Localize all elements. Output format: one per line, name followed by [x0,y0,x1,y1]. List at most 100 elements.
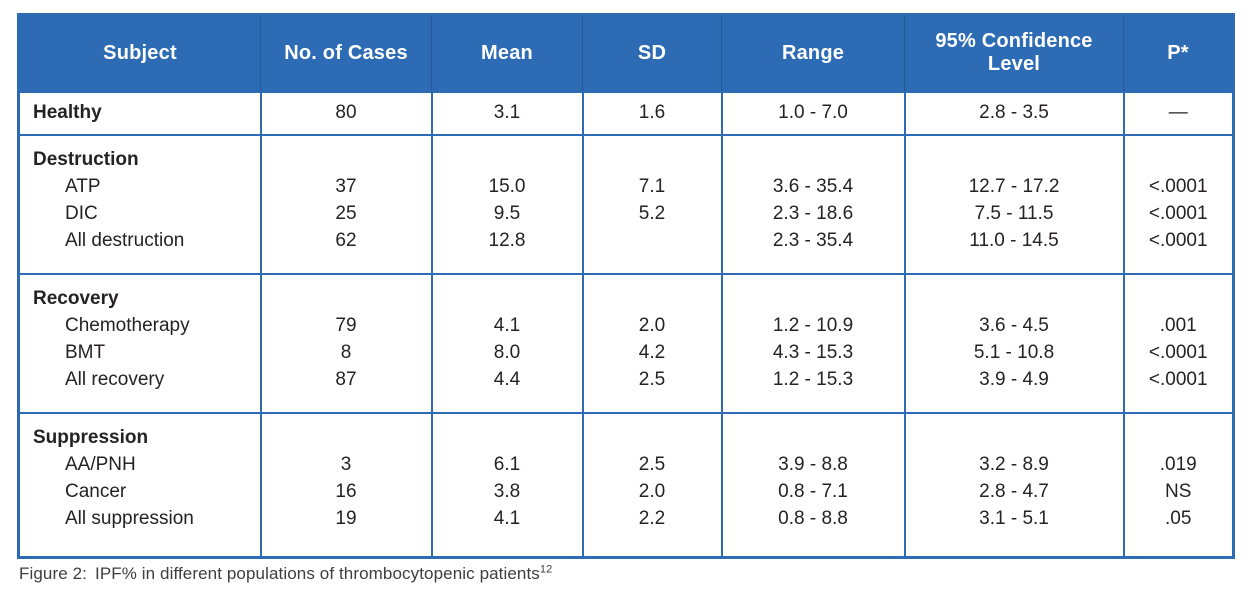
value: 37 [335,175,357,197]
subrow-label: AA/PNH [65,453,136,475]
cell-sd: 7.1 5.2 [581,133,723,275]
cell-mean: 6.1 3.8 4.1 [430,411,584,559]
value: 16 [335,480,357,502]
value: 79 [335,314,357,336]
cell-cases: 3 16 19 [259,411,433,559]
value: 2.2 [638,507,666,529]
figure-caption: Figure 2: IPF% in different populations o… [19,564,552,584]
value: 2.5 [638,368,666,390]
value: <.0001 [1148,368,1208,390]
value: 7.5 - 11.5 [974,202,1054,224]
value: <.0001 [1148,341,1208,363]
value: 0.8 - 8.8 [778,507,848,529]
spacer [584,146,721,173]
cell-p: — [1122,90,1235,136]
value [584,227,721,254]
cell-mean: 15.0 9.5 12.8 [430,133,584,275]
group-label: Suppression [33,426,149,448]
value: .05 [1165,507,1192,529]
cell-sd: 2.0 4.2 2.5 [581,272,723,414]
cell-confidence: 3.6 - 4.5 5.1 - 10.8 3.9 - 4.9 [903,272,1125,414]
cell-p: .019 NS .05 [1122,411,1235,559]
column-header-mean: Mean [431,14,583,92]
cell-mean: 3.1 [430,90,584,136]
column-header-p: P* [1123,14,1234,92]
value: 8.0 [493,341,521,363]
spacer [584,285,721,312]
group-label: Recovery [33,287,119,309]
spacer [1125,424,1233,451]
figure-table-container: Subject No. of Cases Mean SD Range 95% C… [17,13,1235,559]
value: 4.1 [493,507,521,529]
spacer [723,424,904,451]
subrow-label: All suppression [65,507,194,529]
cell-cases: 79 8 87 [259,272,433,414]
value: .001 [1159,314,1197,336]
subrow-label: Chemotherapy [65,314,190,336]
value: 19 [335,507,357,529]
table-header: Subject No. of Cases Mean SD Range 95% C… [18,14,1234,92]
value: 3.2 - 8.9 [979,453,1049,475]
value: .019 [1159,453,1197,475]
cell-p: <.0001 <.0001 <.0001 [1122,133,1235,275]
value: 6.1 [493,453,521,475]
spacer [1125,146,1233,173]
header-row: Subject No. of Cases Mean SD Range 95% C… [18,14,1234,92]
ipf-populations-table: Subject No. of Cases Mean SD Range 95% C… [17,13,1235,559]
column-header-subject: Subject [18,14,261,92]
table-body: Healthy 80 3.1 1.6 1.0 - 7.0 2.8 - 3.5 —… [17,90,1235,559]
figure-caption-text: IPF% in different populations of thrombo… [95,564,540,583]
value: <.0001 [1148,229,1208,251]
column-header-range: Range [721,14,905,92]
value: 2.3 - 35.4 [772,229,854,251]
subrow-label: Cancer [65,480,127,502]
cell-range: 1.2 - 10.9 4.3 - 15.3 1.2 - 15.3 [720,272,906,414]
table-row-suppression: Suppression AA/PNH Cancer All suppressio… [17,411,1235,559]
value: 12.8 [488,229,526,251]
group-label: Destruction [33,148,139,170]
cell-confidence: 12.7 - 17.2 7.5 - 11.5 11.0 - 14.5 [903,133,1125,275]
value: 1.2 - 10.9 [772,314,854,336]
column-header-confidence-level: 95% Confidence Level [904,14,1124,92]
value: 2.3 - 18.6 [772,202,854,224]
value: 15.0 [488,175,526,197]
column-header-sd: SD [582,14,722,92]
value: 12.7 - 17.2 [968,175,1060,197]
figure-caption-reference: 12 [539,563,553,576]
value: 2.8 - 4.7 [979,480,1049,502]
value: 0.8 - 7.1 [778,480,848,502]
value: 11.0 - 14.5 [969,229,1059,251]
cell-mean: 4.1 8.0 4.4 [430,272,584,414]
value: 5.2 [638,202,666,224]
cell-p: .001 <.0001 <.0001 [1122,272,1235,414]
value: 3.6 - 35.4 [772,175,854,197]
value: 62 [335,229,357,251]
column-header-no-of-cases: No. of Cases [260,14,432,92]
spacer [433,146,582,173]
value: 1.2 - 15.3 [772,368,854,390]
cell-sd: 2.5 2.0 2.2 [581,411,723,559]
table-row-recovery: Recovery Chemotherapy BMT All recovery 7… [17,272,1235,414]
value: <.0001 [1148,175,1208,197]
spacer [906,424,1123,451]
value: 2.0 [638,314,666,336]
value: 8 [340,341,352,363]
cell-subject: Recovery Chemotherapy BMT All recovery [17,272,262,414]
value: 4.3 - 15.3 [772,341,854,363]
cell-cases: 80 [259,90,433,136]
spacer [584,424,721,451]
cell-range: 1.0 - 7.0 [720,90,906,136]
subrow-label: ATP [65,175,101,197]
value: 3 [340,453,352,475]
spacer [1125,285,1233,312]
value: 3.9 - 8.8 [778,453,848,475]
row-label: Healthy [33,102,102,123]
subrow-label: DIC [65,202,98,224]
cell-confidence: 2.8 - 3.5 [903,90,1125,136]
value: 7.1 [638,175,666,197]
value: 9.5 [493,202,521,224]
value: 25 [335,202,357,224]
value: NS [1165,480,1192,502]
spacer [723,285,904,312]
